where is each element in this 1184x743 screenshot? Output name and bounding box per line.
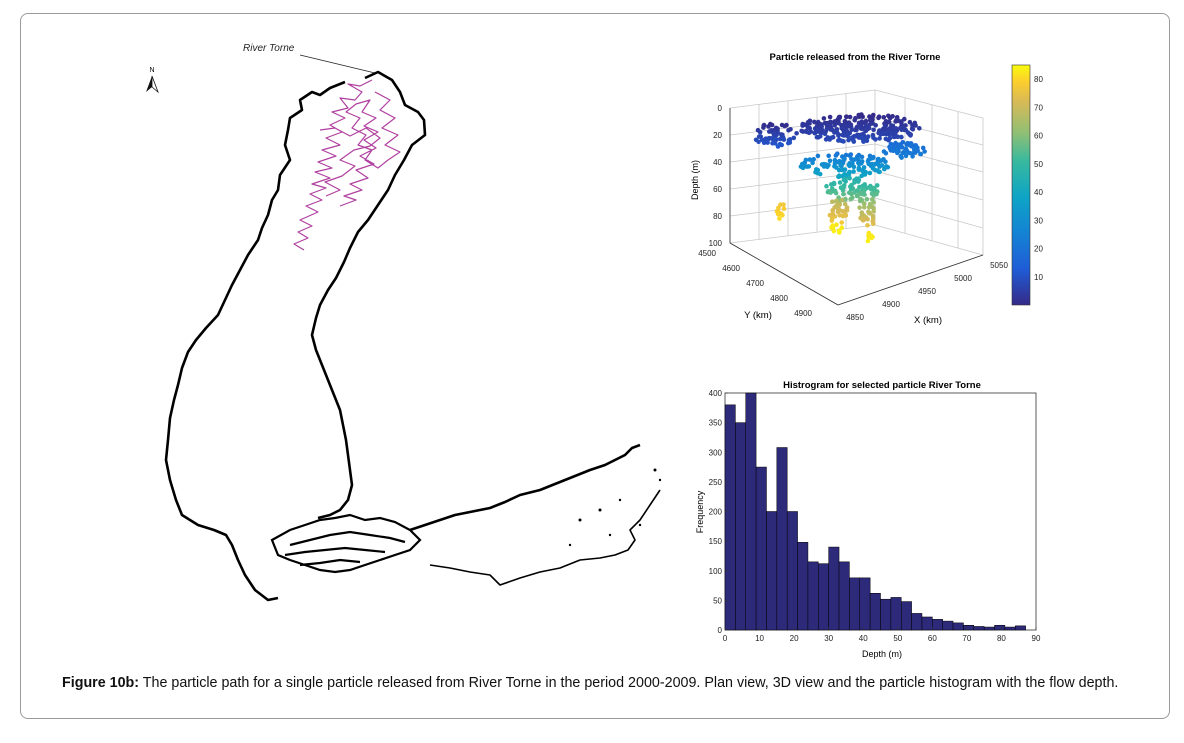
gulf-of-finland-south-coast [429,489,661,586]
gulf-of-finland-north-coast [409,443,641,532]
scattered-islets [568,468,662,547]
north-arrow-icon: N [146,67,159,94]
coastline-west [164,80,346,602]
river-torne-label: River Torne [243,43,295,54]
caption-label: Figure 10b: [62,675,140,691]
particle-path [293,79,401,251]
north-arrow-label: N [149,67,154,74]
archipelago-cluster [270,513,422,574]
label-leader-line [299,54,376,74]
figure-caption: Figure 10b: The particle path for a sing… [62,675,1147,693]
coastline-east [310,70,427,520]
caption-text: The particle path for a single particle … [139,675,1119,691]
